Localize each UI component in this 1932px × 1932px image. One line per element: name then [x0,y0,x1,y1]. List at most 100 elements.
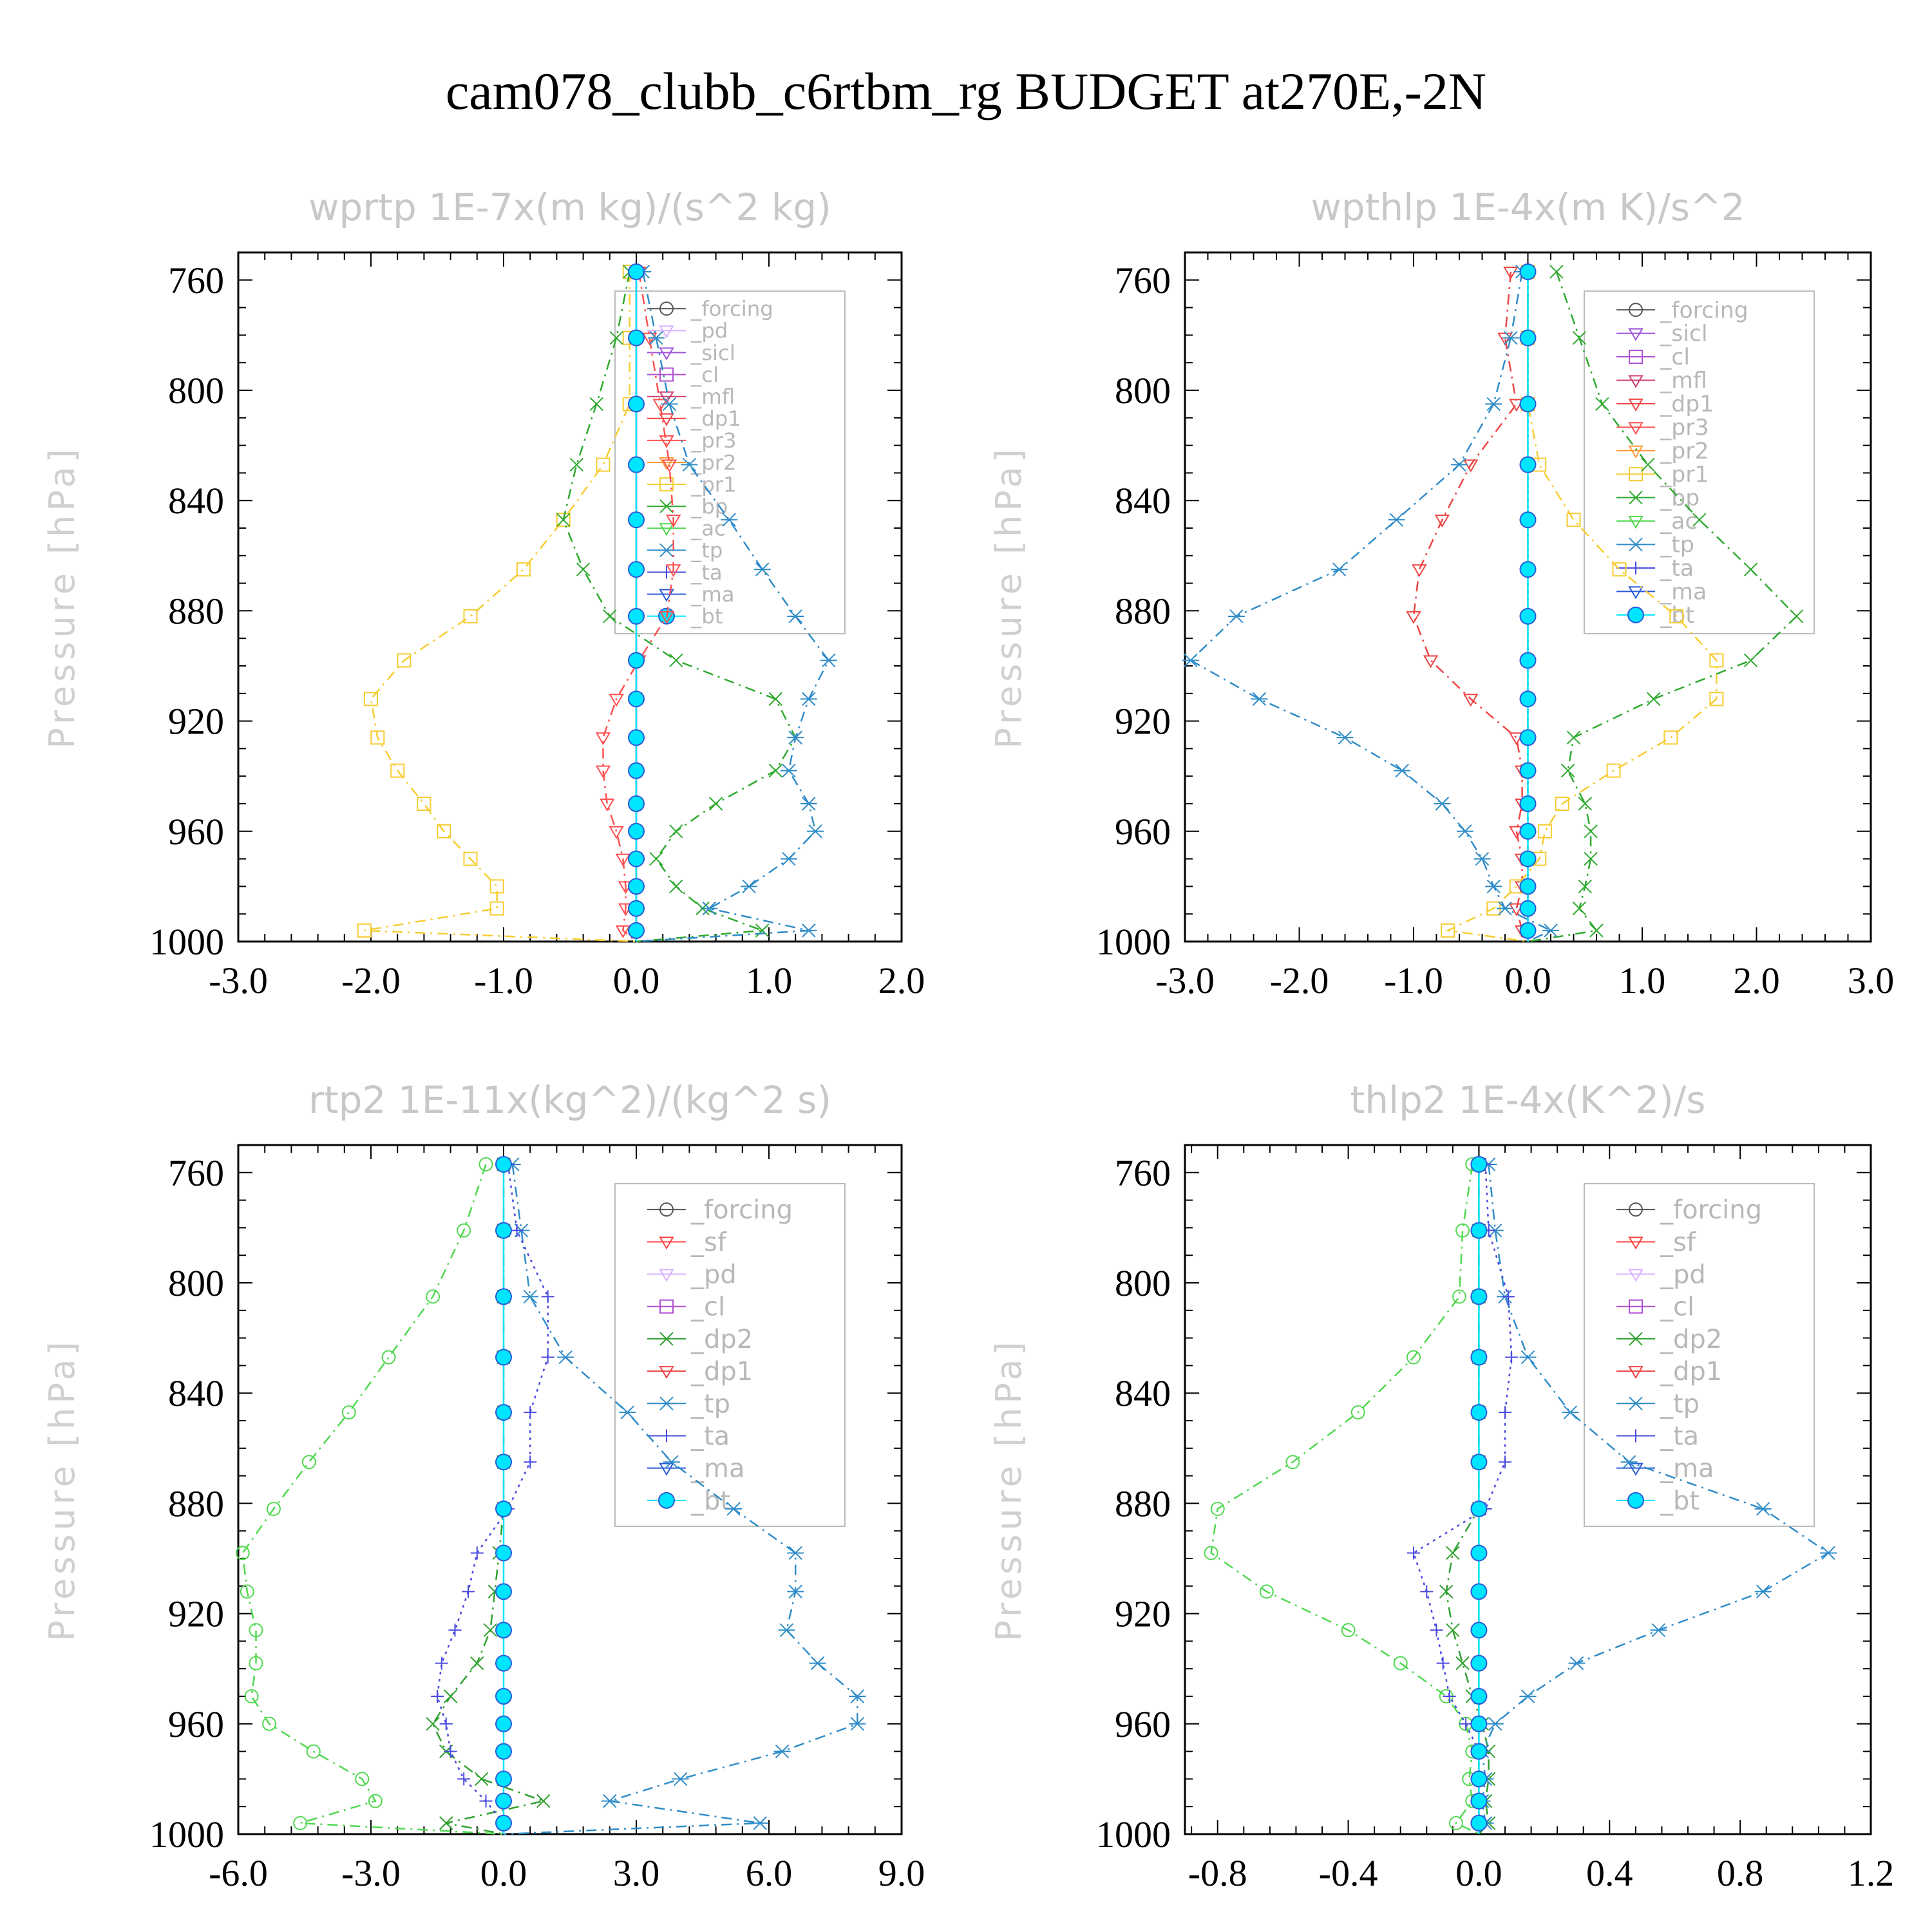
data-point [609,330,623,345]
data-point [1650,1623,1667,1637]
legend-marker [659,457,674,470]
data-point [619,1405,636,1419]
data-point [462,1585,475,1598]
series_dp1 [1406,266,1530,942]
data-point [1566,513,1581,527]
data-point [752,1816,769,1830]
y-axis-label: Pressure [hPa] [42,445,82,748]
data-point [1519,1689,1537,1703]
data-point [1519,900,1537,917]
data-point [628,263,645,280]
data-point [628,395,645,413]
data-point [628,652,645,669]
data-point [1519,795,1537,812]
legend-marker [1628,1269,1643,1282]
y-tick-label: 840 [168,480,224,522]
y-axis-label: Pressure [hPa] [989,445,1029,748]
series_ta [431,1157,554,1834]
plot-frame [237,1144,903,1835]
data-point [368,1794,383,1808]
legend-marker [659,1463,674,1476]
data-point [1412,564,1427,578]
data-point [1519,878,1537,895]
data-point [1502,330,1519,345]
legend-marker [1627,606,1644,623]
legend-marker [1628,1236,1643,1250]
x-tick-label: 9.0 [878,1852,925,1894]
data-point [1754,1502,1772,1516]
y-tick-label: 960 [1115,811,1171,853]
data-point [1578,879,1592,894]
data-point [1519,690,1537,708]
series-line [562,271,797,943]
data-point [522,1289,539,1304]
y-tick-label: 800 [168,1262,224,1304]
data-point [1538,824,1553,838]
data-point [1519,652,1537,669]
y-tick-label: 920 [1115,701,1171,743]
data-point [1620,1455,1638,1469]
x-tick-label: 3.0 [1848,960,1895,1001]
data-point [628,329,645,346]
series_bt [1519,263,1537,942]
data-point [1470,1155,1488,1173]
x-tick-label: -0.8 [1188,1852,1247,1894]
y-tick-label: 760 [1115,260,1171,301]
data-point [753,562,771,576]
legend-marker [659,499,674,513]
legend-marker [1629,1299,1643,1314]
data-point [439,1816,453,1830]
data-point [603,609,617,623]
data-point [661,459,677,473]
legend-label: _ma [1660,580,1707,605]
data-point [1647,692,1661,706]
x-tick-label: 1.2 [1848,1852,1895,1894]
legend-label: _tp [690,1389,730,1419]
data-point [1182,653,1199,668]
y-tick-label: 880 [1115,1482,1171,1524]
y-tick-label: 840 [168,1372,224,1414]
data-point [1470,1715,1488,1732]
legend-marker [659,325,674,339]
data-point [235,1546,250,1560]
data-point [1519,456,1537,473]
legend-marker [659,347,674,361]
legend-label: _ta [1660,556,1694,582]
data-point [672,1772,689,1786]
data-point [495,1500,512,1517]
data-point [1497,901,1513,916]
data-point [1470,1583,1488,1600]
legend-label: _dp1 [690,406,741,431]
data-point [1406,611,1421,624]
data-point [1285,1455,1300,1470]
series_dp1 [235,1157,504,1835]
legend-label: _pr1 [1660,462,1709,488]
data-point [495,1743,512,1760]
series-line [1210,1164,1479,1835]
data-point [641,332,658,346]
series-line [602,271,674,942]
data-point [681,457,698,472]
data-point [628,511,645,529]
legend-marker [659,435,674,448]
y-tick-label: 760 [1115,1152,1171,1194]
data-point [1463,694,1479,707]
data-point [266,1501,281,1516]
data-point [557,1350,574,1365]
legend-marker [659,589,674,602]
legend-marker [1629,350,1643,365]
data-point [628,762,645,779]
legend-marker [659,1269,674,1282]
legend-label: _dp2 [1660,1325,1722,1354]
data-point [435,1656,448,1670]
legend-label: _ma [1660,1454,1714,1484]
data-point [649,851,663,866]
data-point [1519,762,1537,779]
x-tick-label: 0.0 [613,960,660,1001]
y-tick-label: 1000 [1096,1814,1171,1855]
legend-label: _cl [1660,1293,1694,1322]
legend-label: _pd [690,1260,737,1290]
data-point [1519,822,1537,840]
legend-marker [658,543,675,558]
data-point [262,1716,277,1731]
